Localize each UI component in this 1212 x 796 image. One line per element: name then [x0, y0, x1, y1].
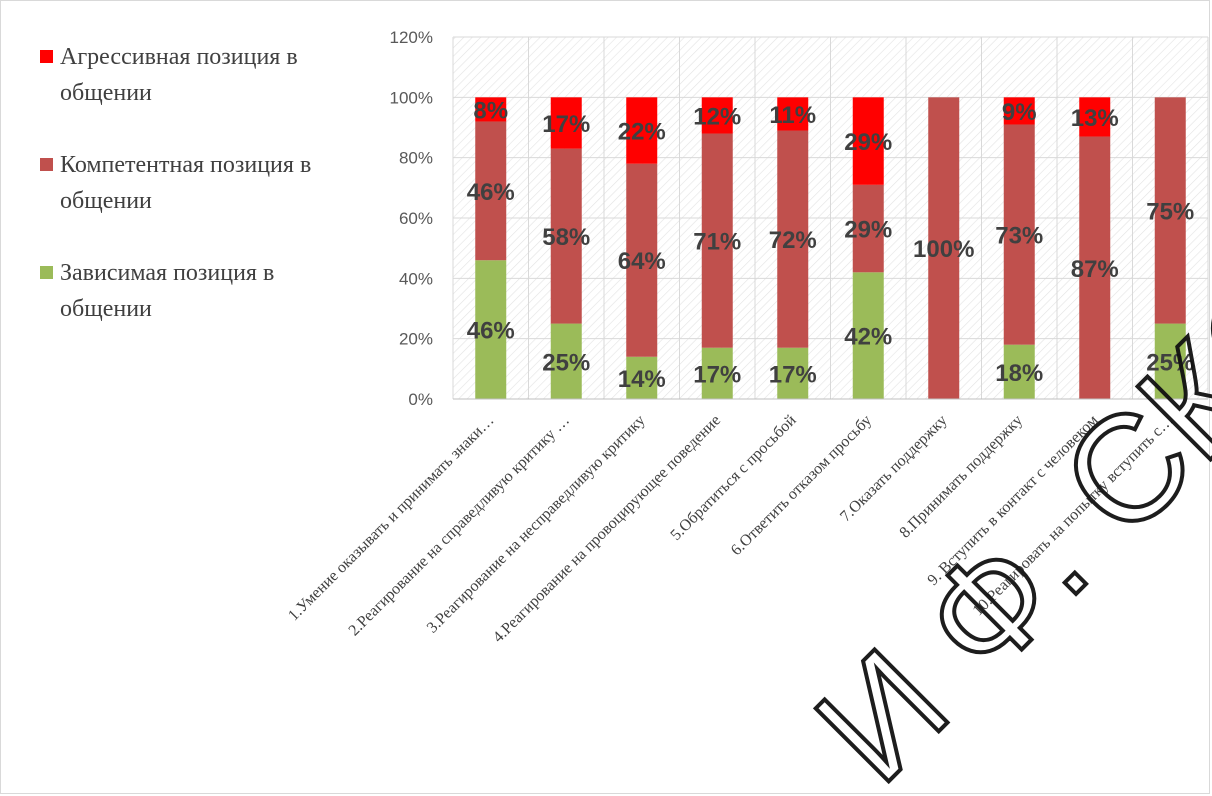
y-tick-label: 20% — [399, 330, 433, 349]
x-tick-label: 6.Ответить отказом просьбу — [728, 412, 875, 559]
data-label: 71% — [693, 229, 741, 256]
bar-segment — [626, 163, 658, 357]
legend-swatch — [40, 158, 53, 171]
bar-segment — [475, 260, 507, 399]
legend-label: Зависимая позиция в — [60, 260, 274, 286]
bar-segment — [1079, 97, 1111, 137]
bar-segment — [1003, 124, 1035, 345]
data-label: 25% — [542, 349, 590, 376]
legend: Агрессивная позиция в общении Компетентная… — [40, 44, 311, 322]
bar-segment — [777, 97, 809, 131]
legend-label: общении — [60, 296, 152, 322]
data-label: 13% — [1071, 105, 1119, 132]
y-tick-label: 80% — [399, 149, 433, 168]
bar-segment — [1079, 136, 1111, 400]
data-label: 17% — [769, 361, 817, 388]
data-label: 73% — [995, 223, 1043, 250]
legend-swatch — [40, 50, 53, 63]
y-tick-label: 120% — [390, 28, 433, 47]
x-axis: 1.Умение оказывать и принимать знаки…2.Р… — [285, 412, 1177, 647]
y-axis: 0% 20% 40% 60% 80% 100% 120% — [390, 28, 1208, 409]
y-tick-label: 0% — [408, 390, 433, 409]
bar-segment — [475, 97, 507, 122]
data-label: 29% — [844, 217, 892, 244]
legend-label: общении — [60, 188, 152, 214]
bar-segment — [550, 323, 582, 399]
bar-segment — [475, 121, 507, 261]
legend-label: общении — [60, 80, 152, 106]
bar-segment — [701, 347, 733, 399]
legend-label: Агрессивная позиция в — [60, 44, 298, 70]
bar-segment — [1154, 323, 1186, 399]
data-label: 9% — [1002, 99, 1037, 126]
data-label: 75% — [1146, 198, 1194, 225]
data-label: 72% — [769, 227, 817, 254]
data-label: 64% — [618, 248, 666, 275]
data-label: 46% — [467, 318, 515, 345]
bar-segment — [626, 356, 658, 399]
data-label: 18% — [995, 360, 1043, 387]
data-labels: 46% 46% 8% 25% 58% 17% 14% 64% 22% 17% 71% 12% 17% 72… — [467, 97, 1195, 392]
y-tick-label: 40% — [399, 269, 433, 288]
bar-segment — [626, 97, 658, 164]
legend-swatch — [40, 266, 53, 279]
data-label: 25% — [1146, 349, 1194, 376]
bar-segment — [701, 133, 733, 348]
bar-segment — [701, 97, 733, 134]
data-label: 17% — [542, 111, 590, 138]
data-label: 8% — [473, 97, 508, 124]
data-label: 22% — [618, 119, 666, 146]
bar-segment — [928, 97, 960, 399]
bars — [475, 97, 1186, 400]
data-label: 29% — [844, 129, 892, 156]
bar-segment — [550, 97, 582, 149]
bar-segment — [852, 272, 884, 399]
data-label: 14% — [618, 366, 666, 393]
legend-label: Компетентная позиция в — [60, 152, 311, 178]
data-label: 17% — [693, 361, 741, 388]
bar-segment — [852, 184, 884, 273]
data-label: 58% — [542, 224, 590, 251]
data-label: 42% — [844, 324, 892, 351]
bar-segment — [777, 347, 809, 399]
y-tick-label: 60% — [399, 209, 433, 228]
data-label: 11% — [769, 102, 816, 129]
bar-segment — [852, 97, 884, 185]
bar-segment — [1003, 344, 1035, 399]
bar-segment — [777, 130, 809, 348]
data-label: 87% — [1071, 256, 1119, 283]
y-tick-label: 100% — [390, 88, 433, 107]
data-label: 100% — [913, 236, 974, 263]
bar-segment — [1154, 97, 1186, 324]
bar-segment — [1003, 97, 1035, 125]
data-label: 12% — [693, 103, 741, 130]
data-label: 46% — [467, 179, 515, 206]
bar-segment — [550, 148, 582, 324]
x-tick-label: 5.Обратиться с просьбой — [667, 412, 799, 544]
